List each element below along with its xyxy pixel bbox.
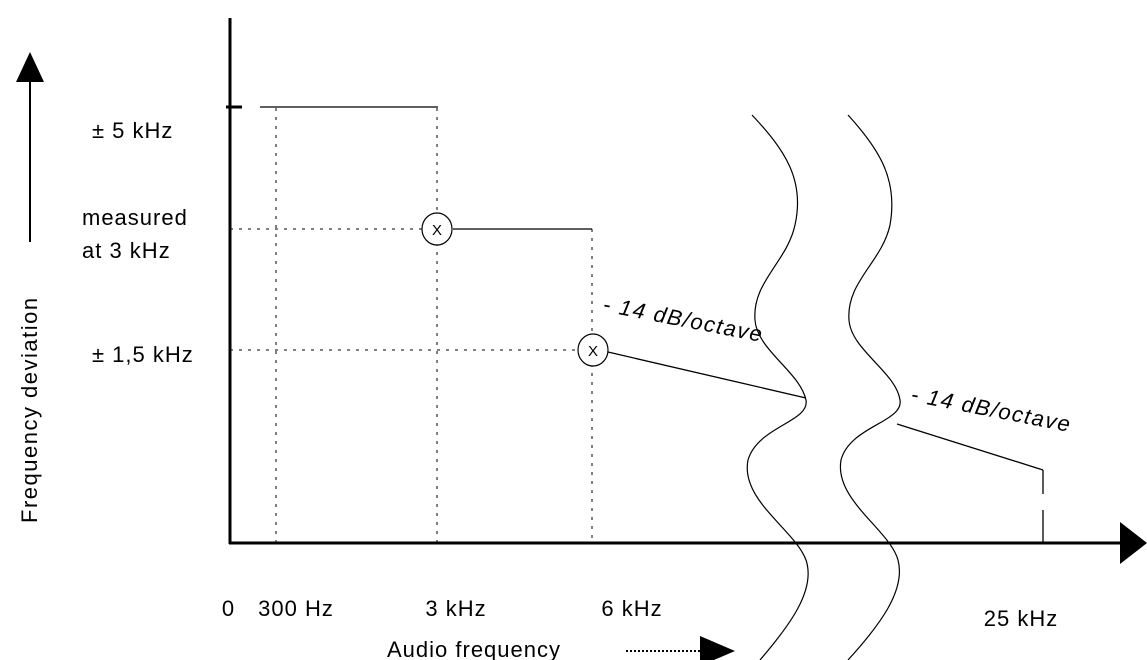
x-axis-arrowhead (1120, 522, 1147, 564)
marker-3khz-circle (421, 212, 453, 246)
slope-line-1 (607, 351, 807, 399)
y-tick-measured-line2: at 3 kHz (82, 238, 171, 263)
marker-6khz-x: X (588, 343, 598, 360)
x-tick-6khz: 6 kHz (601, 596, 662, 621)
x-tick-3khz: 3 kHz (425, 596, 486, 621)
marker-3khz: X (421, 212, 453, 246)
slope-annotation-1: - 14 dB/octave (601, 291, 766, 347)
y-tick-measured-line1: measured (82, 205, 188, 230)
y-label-arrowhead (16, 52, 44, 82)
marker-6khz: X (577, 333, 609, 367)
x-axis-label: Audio frequency (387, 637, 561, 660)
axis-break-curve-2 (839, 114, 901, 660)
x-label-arrowhead (700, 636, 735, 660)
y-tick-5khz: ± 5 kHz (92, 118, 173, 143)
dotted-guides (230, 108, 593, 543)
x-tick-300hz: 300 Hz (258, 596, 334, 621)
slope-line-2a (896, 423, 1044, 471)
x-tick-zero: 0 (222, 596, 234, 621)
axis-break-curve-1 (746, 114, 809, 660)
y-axis-label: Frequency deviation (17, 296, 42, 523)
y-tick-1-5khz: ± 1,5 kHz (92, 342, 194, 367)
marker-3khz-x: X (432, 222, 442, 239)
marker-6khz-circle (577, 333, 609, 367)
x-tick-25khz: 25 kHz (984, 606, 1058, 631)
slope-annotation-2: - 14 dB/octave (909, 381, 1074, 437)
